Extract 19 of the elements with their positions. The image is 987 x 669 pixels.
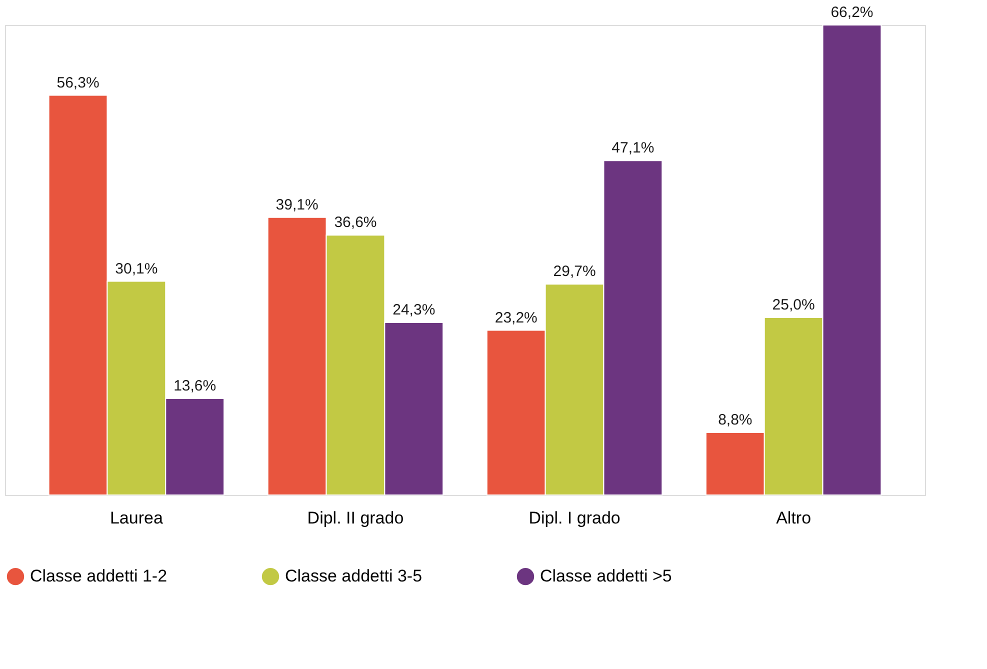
data-label: 36,6%	[334, 214, 377, 232]
x-tick-label: Altro	[776, 508, 812, 528]
data-label: 29,7%	[553, 263, 596, 280]
legend-label: Classe addetti 1-2	[30, 566, 168, 586]
x-tick-label: Dipl. I grado	[528, 508, 620, 528]
data-label: 25,0%	[772, 296, 815, 314]
legend-label: Classe addetti >5	[540, 566, 672, 586]
x-tick-label: Dipl. II grado	[307, 508, 404, 528]
data-label: 8,8%	[718, 412, 752, 429]
legend-label: Classe addetti 3-5	[285, 566, 422, 586]
x-tick-label: Laurea	[110, 508, 164, 528]
data-label: 56,3%	[56, 74, 100, 92]
data-label: 23,2%	[494, 309, 538, 326]
data-label: 24,3%	[392, 301, 436, 318]
data-label: 47,1%	[612, 140, 654, 157]
data-label: 30,1%	[115, 260, 158, 278]
data-label: 13,6%	[174, 377, 216, 394]
data-label: 39,1%	[276, 196, 318, 214]
data-label: 66,2%	[830, 4, 874, 21]
